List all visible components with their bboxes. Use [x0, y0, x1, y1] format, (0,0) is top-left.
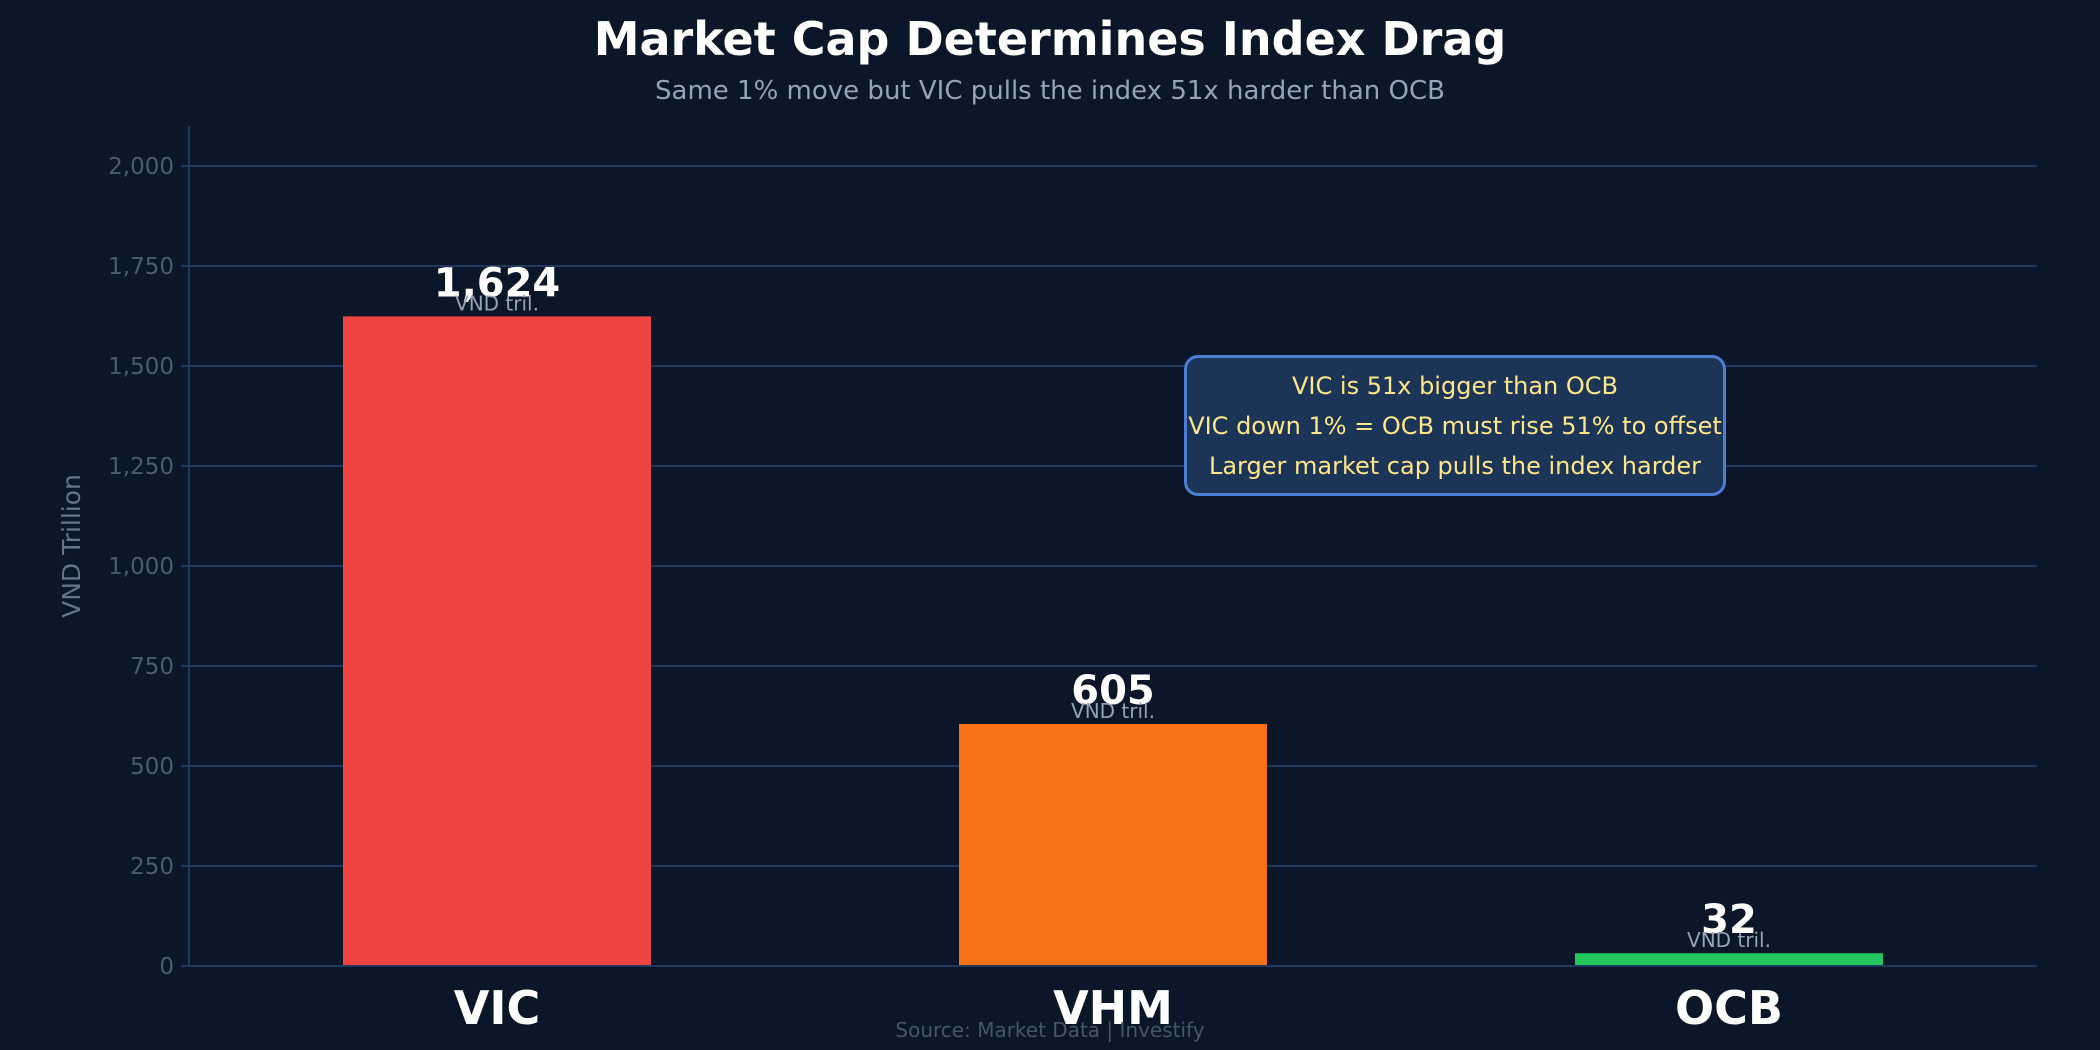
x-tick-label: VIC	[454, 981, 540, 1035]
value-label: 1,624	[434, 260, 561, 306]
bar-ocb	[1575, 953, 1883, 966]
chart-title: Market Cap Determines Index Drag	[593, 12, 1507, 66]
y-tick-label: 1,000	[108, 554, 174, 580]
y-tick-label: 1,250	[108, 454, 174, 480]
annotation-line-2: VIC down 1% = OCB must rise 51% to offse…	[1188, 411, 1722, 440]
unit-label: VND tril.	[455, 291, 539, 315]
unit-label: VND tril.	[1071, 699, 1155, 723]
unit-label: VND tril.	[1687, 928, 1771, 952]
x-tick-label: VHM	[1053, 981, 1173, 1035]
annotation-line-1: VIC is 51x bigger than OCB	[1292, 371, 1618, 400]
y-tick-label: 250	[130, 854, 174, 880]
value-label: 605	[1071, 668, 1155, 714]
bar-vic	[343, 316, 651, 966]
annotation-line-3: Larger market cap pulls the index harder	[1208, 451, 1702, 480]
y-tick-label: 1,500	[108, 354, 174, 380]
y-tick-label: 500	[130, 754, 174, 780]
y-tick-label: 2,000	[108, 154, 174, 180]
y-tick-label: 1,750	[108, 254, 174, 280]
annotation-box: VIC is 51x bigger than OCB VIC down 1% =…	[1184, 355, 1726, 496]
y-tick-label: 0	[159, 954, 174, 980]
y-tick-label: 750	[130, 654, 174, 680]
value-label: 32	[1701, 897, 1757, 943]
bar-vhm	[959, 724, 1267, 966]
y-axis-label: VND Trillion	[57, 474, 86, 618]
x-tick-label: OCB	[1675, 981, 1783, 1035]
source-note: Source: Market Data | Investify	[895, 1018, 1205, 1042]
chart-subtitle: Same 1% move but VIC pulls the index 51x…	[655, 76, 1445, 106]
